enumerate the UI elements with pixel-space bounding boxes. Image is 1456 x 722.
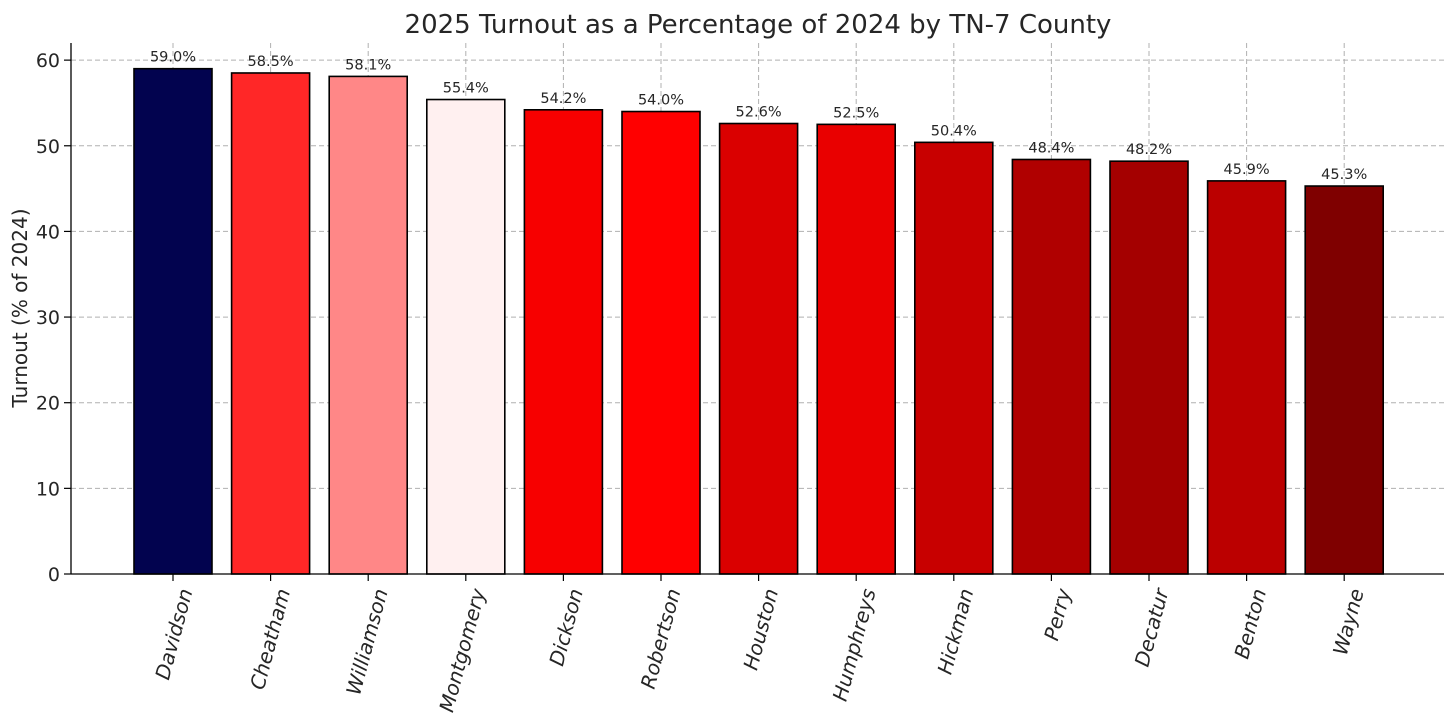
bar-houston bbox=[718, 122, 799, 575]
bar-wayne bbox=[1304, 185, 1384, 575]
value-label: 58.5% bbox=[248, 54, 294, 70]
bar-williamson bbox=[328, 75, 409, 575]
x-tick-label: Williamson bbox=[341, 586, 392, 698]
y-tick-label: 50 bbox=[36, 136, 60, 158]
x-tick-label: Robertson bbox=[636, 586, 686, 691]
value-label: 58.1% bbox=[345, 57, 391, 73]
y-tick-label: 0 bbox=[48, 564, 60, 586]
x-tick-label: Humphreys bbox=[828, 586, 881, 704]
value-label: 48.2% bbox=[1126, 142, 1172, 158]
bar-perry bbox=[1011, 158, 1092, 575]
value-label: 54.0% bbox=[638, 93, 684, 109]
value-label: 50.4% bbox=[931, 123, 977, 139]
x-tick-label: Houston bbox=[738, 586, 783, 673]
x-tick-label: Montgomery bbox=[434, 585, 490, 715]
bar-hickman bbox=[913, 141, 994, 575]
bars bbox=[133, 67, 1384, 575]
value-label: 45.3% bbox=[1321, 167, 1367, 183]
axes bbox=[70, 43, 1444, 575]
x-tick-label: Decatur bbox=[1130, 584, 1174, 669]
x-axis-ticks: Davidson Cheatham Williamson Montgomery Dick… bbox=[150, 574, 1369, 715]
x-tick-label: Cheatham bbox=[245, 586, 295, 692]
value-label: 52.5% bbox=[833, 105, 879, 121]
bar-benton bbox=[1206, 180, 1287, 575]
bar-montgomery bbox=[425, 98, 506, 575]
y-tick-label: 20 bbox=[36, 393, 60, 415]
bar-dickson bbox=[523, 109, 604, 575]
x-tick-label: Dickson bbox=[544, 586, 588, 668]
value-label: 55.4% bbox=[443, 81, 489, 97]
value-label: 48.4% bbox=[1028, 140, 1074, 156]
value-label: 59.0% bbox=[150, 50, 196, 66]
bar-cheatham bbox=[230, 72, 311, 575]
value-labels: 59.0% 58.5% 58.1% 55.4% 54.2% 54.0% 52.6% 52.5%… bbox=[150, 50, 1367, 183]
y-tick-label: 10 bbox=[36, 478, 60, 500]
bar-davidson bbox=[133, 67, 213, 575]
y-tick-label: 30 bbox=[36, 307, 60, 329]
x-tick-label: Perry bbox=[1039, 585, 1076, 643]
value-label: 54.2% bbox=[540, 91, 586, 107]
y-axis-ticks: 0 10 20 30 40 50 60 bbox=[36, 50, 71, 586]
bar-robertson bbox=[621, 110, 701, 575]
y-tick-label: 40 bbox=[36, 221, 60, 243]
x-tick-label: Hickman bbox=[932, 586, 978, 677]
x-tick-label: Davidson bbox=[150, 586, 197, 682]
bar-humphreys bbox=[816, 123, 897, 575]
value-label: 45.9% bbox=[1224, 162, 1270, 178]
chart-title: 2025 Turnout as a Percentage of 2024 by … bbox=[405, 10, 1112, 40]
y-axis-label: Turnout (% of 2024) bbox=[8, 208, 32, 408]
y-tick-label: 60 bbox=[36, 50, 60, 72]
x-tick-label: Benton bbox=[1229, 586, 1271, 661]
bar-decatur bbox=[1109, 160, 1189, 575]
value-label: 52.6% bbox=[736, 105, 782, 121]
x-tick-label: Wayne bbox=[1328, 586, 1369, 658]
